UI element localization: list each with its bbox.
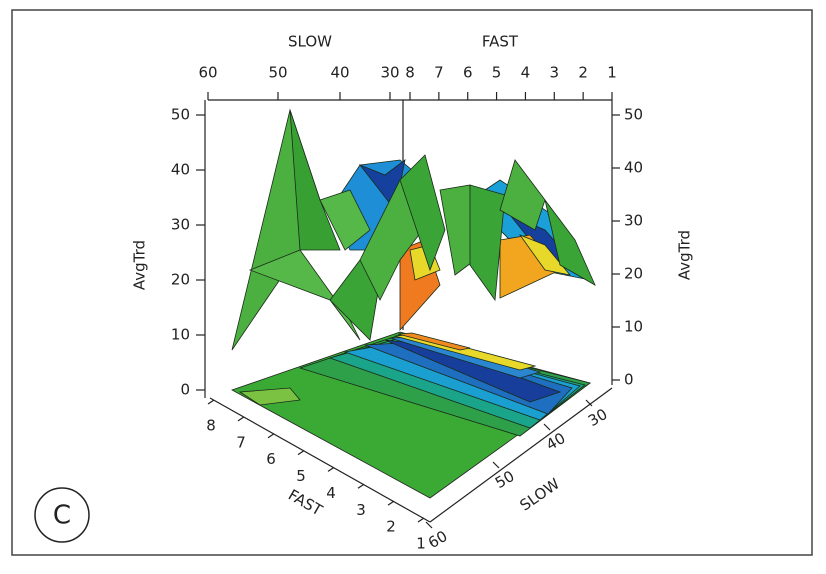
floor-tick-label: 4 (326, 484, 336, 502)
left-tick-label: 10 (171, 326, 190, 344)
tick-mark (417, 517, 425, 523)
left-tick-label: 50 (171, 106, 190, 124)
top-tick-label: 4 (521, 64, 531, 82)
floor-tick-label: 5 (296, 467, 306, 485)
floor-tick-label: 3 (356, 501, 366, 519)
tick-mark (237, 416, 245, 422)
right-tick-label: 0 (624, 371, 634, 389)
tick-mark (357, 483, 365, 489)
left-tick-label: 30 (171, 216, 190, 234)
panel-badge (34, 487, 90, 543)
floor-tick-label: 1 (416, 535, 426, 553)
top-tick-label: 8 (405, 64, 415, 82)
floor-tick-label: 6 (266, 450, 276, 468)
left-tick-label: 0 (180, 381, 190, 399)
tick-mark (585, 399, 593, 407)
top-tick-label: 6 (463, 64, 473, 82)
floor-tick-label: 7 (236, 433, 246, 451)
top-tick-label: 2 (578, 64, 588, 82)
tick-mark (267, 433, 275, 439)
panel-label: C (53, 501, 71, 531)
top-tick-label: 1 (607, 64, 617, 82)
axes-frame (204, 99, 613, 523)
floor-tick-label: 2 (386, 518, 396, 536)
right-tick-label: 20 (624, 265, 643, 283)
tick-mark (492, 461, 500, 469)
tick-mark (387, 500, 395, 506)
tick-mark (327, 466, 335, 472)
top-tick-label: 60 (198, 64, 217, 82)
right-axis-label: AvgTrd (676, 230, 694, 280)
left-tick-label: 20 (171, 271, 190, 289)
left-axis-label: AvgTrd (131, 240, 149, 290)
top-tick-label: 5 (492, 64, 502, 82)
top-tick-label: 3 (550, 64, 560, 82)
tick-mark (297, 450, 305, 456)
contour-floor (231, 331, 591, 499)
top-fast-label: FAST (482, 33, 519, 51)
right-tick-label: 40 (624, 159, 643, 177)
right-tick-label: 50 (624, 106, 643, 124)
tick-mark (207, 399, 215, 405)
left-tick-label: 40 (171, 161, 190, 179)
right-tick-label: 10 (624, 318, 643, 336)
top-slow-label: SLOW (288, 33, 332, 51)
top-tick-label: 40 (330, 64, 349, 82)
right-tick-label: 30 (624, 212, 643, 230)
top-tick-label: 7 (434, 64, 444, 82)
surface (231, 108, 596, 351)
tick-mark (425, 521, 433, 529)
tick-mark (543, 423, 551, 431)
floor-tick-label: 8 (206, 417, 216, 435)
top-tick-label: 50 (268, 64, 287, 82)
top-tick-label: 30 (380, 64, 399, 82)
